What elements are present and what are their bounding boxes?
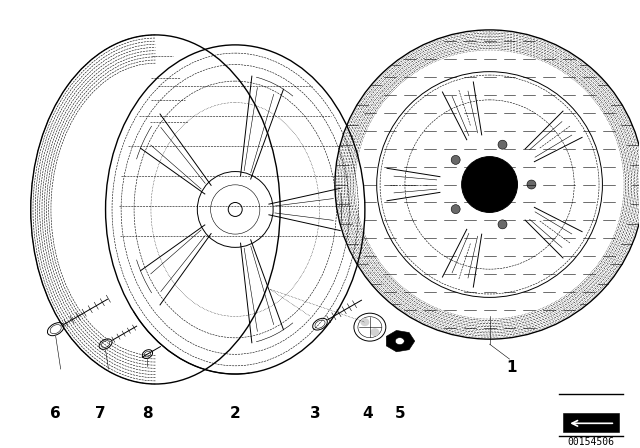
Text: 4: 4 (363, 406, 373, 422)
Text: 3: 3 (310, 406, 321, 422)
Ellipse shape (360, 318, 369, 326)
Ellipse shape (498, 140, 507, 149)
Ellipse shape (396, 338, 404, 345)
Polygon shape (387, 331, 415, 352)
Ellipse shape (371, 328, 380, 336)
Text: 1: 1 (506, 360, 516, 375)
Ellipse shape (527, 180, 536, 189)
Text: 6: 6 (51, 406, 61, 422)
Ellipse shape (461, 157, 518, 212)
Ellipse shape (451, 155, 460, 164)
Text: 00154506: 00154506 (568, 437, 615, 447)
Text: 8: 8 (142, 406, 153, 422)
Text: 7: 7 (95, 406, 106, 422)
Text: 5: 5 (394, 406, 405, 422)
Ellipse shape (498, 220, 507, 229)
Ellipse shape (451, 205, 460, 214)
Text: 2: 2 (230, 406, 241, 422)
Ellipse shape (377, 72, 602, 297)
Polygon shape (563, 413, 620, 432)
